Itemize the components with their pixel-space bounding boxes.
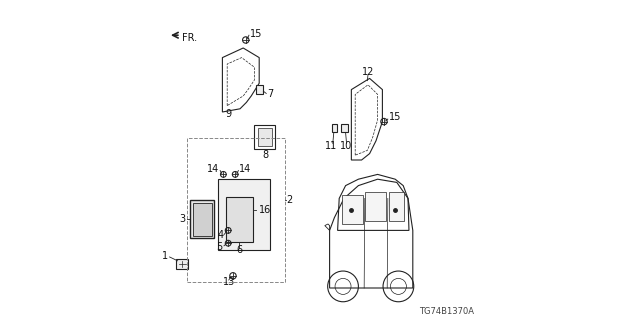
Text: 7: 7 — [268, 89, 273, 100]
Bar — [226, 197, 253, 242]
Text: 5: 5 — [216, 242, 223, 252]
Bar — [254, 125, 275, 149]
Text: 4: 4 — [217, 230, 223, 240]
Text: 2: 2 — [287, 195, 292, 205]
Bar — [258, 128, 272, 146]
Text: 13: 13 — [223, 277, 235, 287]
Bar — [342, 124, 349, 132]
Bar — [342, 195, 362, 224]
Bar — [256, 85, 263, 94]
Text: 14: 14 — [207, 164, 219, 174]
Bar — [332, 124, 337, 132]
Text: 14: 14 — [239, 164, 252, 174]
Text: 11: 11 — [325, 140, 337, 151]
Bar — [365, 192, 387, 221]
Bar — [389, 192, 404, 221]
Text: TG74B1370A: TG74B1370A — [419, 308, 474, 316]
Text: 15: 15 — [250, 28, 262, 39]
Bar — [187, 138, 285, 282]
Text: 1: 1 — [162, 251, 168, 261]
Text: 3: 3 — [179, 214, 186, 224]
Bar — [177, 259, 188, 269]
Text: 9: 9 — [226, 108, 232, 119]
Text: 8: 8 — [262, 150, 269, 160]
Bar — [191, 200, 214, 238]
Bar — [218, 179, 270, 250]
Text: 10: 10 — [340, 140, 353, 151]
Text: 15: 15 — [388, 112, 401, 123]
Text: 12: 12 — [362, 67, 374, 77]
Text: 16: 16 — [259, 204, 271, 215]
Text: 6: 6 — [236, 245, 243, 255]
Text: FR.: FR. — [182, 33, 198, 44]
Bar — [193, 203, 212, 236]
